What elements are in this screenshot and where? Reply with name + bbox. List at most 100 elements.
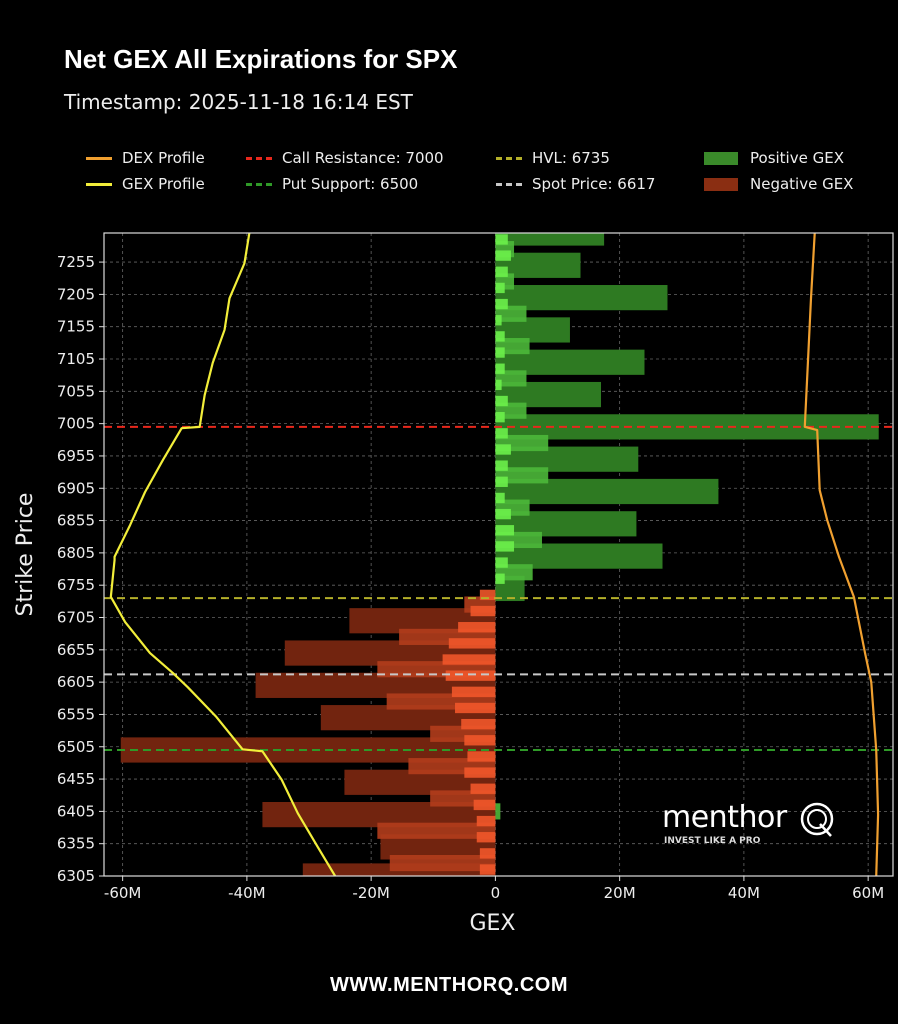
positive-gex-bar-bright <box>495 412 505 423</box>
positive-gex-bar-mid <box>495 803 501 820</box>
negative-gex-bar-bright <box>458 622 496 633</box>
negative-gex-bar-bright <box>479 864 496 875</box>
legend-label: Call Resistance: 7000 <box>282 149 444 167</box>
y-tick-label: 6305 <box>57 867 95 885</box>
negative-gex-bar-bright <box>470 783 496 794</box>
menthorq-logo: menthor Q INVEST LIKE A PRO <box>662 800 834 846</box>
negative-gex-bar-bright <box>479 589 496 601</box>
x-axis-label: GEX <box>469 911 515 936</box>
x-tick-label: 60M <box>852 884 884 902</box>
y-tick-label: 6405 <box>57 802 95 820</box>
x-tick-label: -60M <box>104 884 141 902</box>
dex-profile-line <box>803 233 880 876</box>
y-axis-label: Strike Price <box>13 493 38 617</box>
positive-gex-bar-bright <box>495 234 508 245</box>
negative-gex-bar-bright <box>464 735 496 746</box>
y-tick-label: 6555 <box>57 705 95 723</box>
positive-gex-bar-mid <box>495 370 527 387</box>
negative-gex-bar-bright <box>467 751 496 762</box>
positive-gex-bar-bright <box>495 541 515 552</box>
negative-gex-bar-bright <box>451 686 496 697</box>
legend-dex-profile: DEX Profile <box>86 148 205 168</box>
legend-line-icon <box>86 156 112 160</box>
y-tick-label: 6505 <box>57 738 95 756</box>
negative-gex-bar-bright <box>455 702 496 714</box>
legend-positive-gex: Positive GEX <box>704 148 844 168</box>
y-tick-label: 6905 <box>57 479 95 497</box>
legend-dash-icon <box>246 156 272 160</box>
gex-profile-line <box>109 233 337 876</box>
y-tick-label: 7055 <box>57 382 95 400</box>
legend-put-support: Put Support: 6500 <box>246 174 418 194</box>
y-tick-label: 6605 <box>57 673 95 691</box>
legend-dash-icon <box>496 156 522 160</box>
positive-gex-bar-bright <box>495 573 505 584</box>
negative-gex-bar-bright <box>473 799 496 811</box>
legend-box-icon <box>704 151 738 165</box>
negative-gex-bar-bright <box>445 670 496 681</box>
negative-gex-bar-bright <box>476 815 496 827</box>
legend-negative-gex: Negative GEX <box>704 174 853 194</box>
negative-gex-bar-bright <box>479 848 496 859</box>
negative-gex-bar-bright <box>448 638 496 649</box>
positive-gex-bar-bright <box>495 492 505 504</box>
footer-url[interactable]: WWW.MENTHORQ.COM <box>330 974 568 996</box>
y-tick-label: 7205 <box>57 285 95 303</box>
positive-gex-bar-bright <box>495 460 508 471</box>
positive-gex-bar-bright <box>495 557 508 568</box>
positive-gex-bar-bright <box>495 250 511 261</box>
negative-gex-bar-bright <box>461 718 496 730</box>
legend-box-icon <box>704 177 738 191</box>
negative-gex-bar-bright <box>464 767 496 778</box>
legend-line-icon <box>86 182 112 186</box>
positive-gex-bar-bright <box>495 444 511 455</box>
y-tick-label: 7155 <box>57 318 95 336</box>
positive-gex-bar-bright <box>495 525 515 536</box>
y-tick-label: 6805 <box>57 544 95 562</box>
negative-gex-bar-bright <box>470 605 496 617</box>
legend-label: HVL: 6735 <box>532 149 610 167</box>
positive-gex-bar-bright <box>495 298 508 310</box>
y-tick-label: 6705 <box>57 609 95 627</box>
logo-q-icon: Q <box>798 800 834 837</box>
plot-frame <box>103 232 894 877</box>
legend-label: Put Support: 6500 <box>282 175 419 193</box>
negative-gex-bar-bright <box>476 832 496 843</box>
chart-title: Net GEX All Expirations for SPX <box>64 44 458 74</box>
negative-gex-bar-mid <box>389 854 496 872</box>
legend-label: DEX Profile <box>122 149 205 167</box>
positive-gex-bar-bright <box>495 379 502 391</box>
legend-label: Negative GEX <box>750 175 854 193</box>
legend-dash-icon <box>496 182 522 186</box>
chart-timestamp: Timestamp: 2025-11-18 16:14 EST <box>64 90 413 114</box>
legend-label: Spot Price: 6617 <box>532 175 656 193</box>
y-tick-label: 7105 <box>57 350 95 368</box>
x-tick-label: 20M <box>604 884 636 902</box>
legend-hvl: HVL: 6735 <box>496 148 610 168</box>
positive-gex-bar-bright <box>495 508 511 520</box>
legend-spot-price: Spot Price: 6617 <box>496 174 655 194</box>
positive-gex-bar-bright <box>495 476 508 487</box>
positive-gex-bar-bright <box>495 347 505 358</box>
positive-gex-bar-bright <box>495 331 505 342</box>
x-tick-label: 0 <box>491 884 501 902</box>
positive-gex-bar-bright <box>495 363 505 374</box>
positive-gex-bar-mid <box>495 305 527 322</box>
legend-call-resistance: Call Resistance: 7000 <box>246 148 444 168</box>
y-tick-label: 6455 <box>57 770 95 788</box>
logo-tagline: INVEST LIKE A PRO <box>664 836 761 846</box>
positive-gex-bar-bright <box>495 395 508 407</box>
y-tick-label: 6355 <box>57 835 95 853</box>
y-tick-label: 7005 <box>57 415 95 433</box>
x-tick-label: 40M <box>728 884 760 902</box>
positive-gex-bar-bright <box>495 428 508 439</box>
positive-gex-bar-dark <box>495 233 605 246</box>
logo-q-letter: Q <box>798 800 799 801</box>
y-tick-label: 6855 <box>57 512 95 530</box>
negative-gex-bar-bright <box>442 654 496 665</box>
legend-label: GEX Profile <box>122 175 205 193</box>
y-tick-label: 6755 <box>57 576 95 594</box>
y-tick-label: 6955 <box>57 447 95 465</box>
y-tick-label: 7255 <box>57 253 95 271</box>
legend-label: Positive GEX <box>750 149 844 167</box>
